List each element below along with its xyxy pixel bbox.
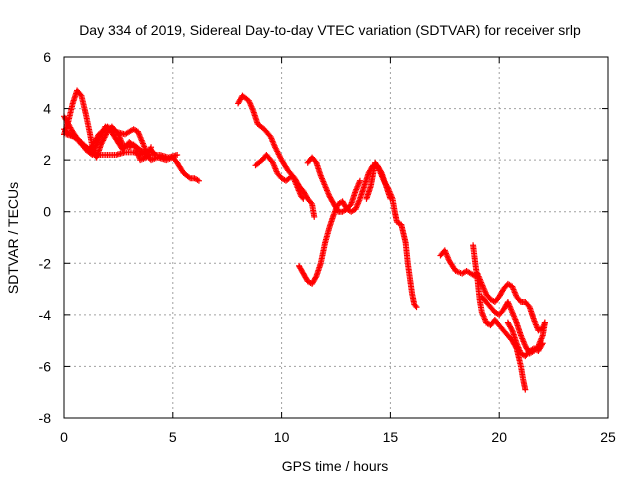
axis-ticks: 0 5 10 15 20 25 -8 -6 -4 -2 0 2 4 6 (39, 49, 616, 445)
y-tick-label: 2 (43, 152, 51, 168)
y-tick-label: -2 (39, 255, 52, 271)
data-point (311, 213, 318, 220)
y-tick-label: -4 (39, 307, 52, 323)
data-point (413, 304, 420, 311)
y-tick-label: 0 (43, 204, 51, 220)
data-point (412, 302, 419, 309)
x-tick-label: 25 (600, 429, 616, 445)
data-point (375, 166, 382, 173)
data-point (299, 194, 306, 201)
data-point (538, 341, 545, 348)
x-tick-label: 5 (169, 429, 177, 445)
data-point (148, 144, 155, 151)
data-point (384, 184, 391, 191)
data-point (195, 177, 202, 184)
data-point (356, 177, 363, 184)
x-tick-label: 0 (60, 429, 68, 445)
x-tick-label: 10 (274, 429, 290, 445)
data-point (300, 195, 307, 202)
data-point (508, 326, 515, 333)
grid (64, 57, 608, 418)
data-point (174, 151, 181, 158)
data-point (522, 386, 529, 393)
y-tick-label: -8 (39, 410, 52, 426)
chart-title: Day 334 of 2019, Sidereal Day-to-day VTE… (79, 22, 581, 38)
y-tick-label: -6 (39, 358, 52, 374)
data-point (541, 319, 548, 326)
data-point (307, 199, 314, 206)
data-point (312, 274, 319, 281)
x-tick-label: 20 (491, 429, 507, 445)
data-point (185, 174, 192, 181)
data-series (61, 87, 548, 393)
y-tick-label: 4 (43, 101, 51, 117)
plot-frame (63, 56, 609, 419)
data-point (151, 150, 158, 157)
y-axis-label: SDTVAR / TECUs (5, 182, 21, 294)
data-point (539, 340, 546, 347)
x-axis-label: GPS time / hours (282, 458, 389, 474)
y-tick-label: 6 (43, 49, 51, 65)
data-point (152, 151, 159, 158)
x-tick-label: 15 (383, 429, 399, 445)
